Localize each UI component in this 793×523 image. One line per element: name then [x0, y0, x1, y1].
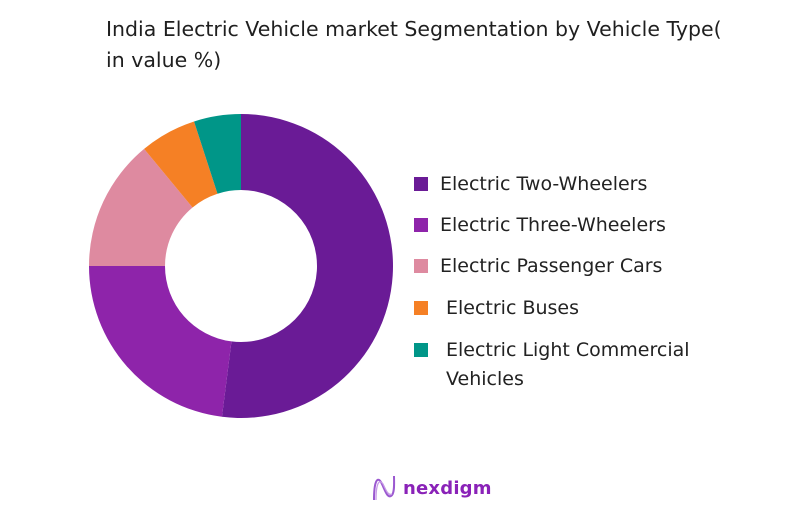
- logo-text: nexdigm: [403, 477, 492, 499]
- donut-slice-electric-two-wheelers: [221, 114, 394, 418]
- legend-swatch: [414, 301, 428, 315]
- legend-label: Electric Three-Wheelers: [440, 214, 666, 236]
- donut-slice-electric-three-wheelers: [89, 266, 232, 417]
- chart-title: India Electric Vehicle market Segmentati…: [106, 17, 722, 72]
- nexdigm-logo: nexdigm: [371, 474, 492, 502]
- legend-label: Electric Light Commercial Vehicles: [446, 339, 690, 390]
- donut-slice-electric-passenger-cars: [89, 148, 193, 266]
- donut-slice-electric-buses: [144, 121, 218, 208]
- legend-swatch: [414, 218, 428, 232]
- legend-label: Electric Passenger Cars: [440, 255, 663, 277]
- donut-slice-electric-light-commercial-vehicles: [194, 114, 241, 194]
- legend-swatch: [414, 177, 428, 191]
- legend-label: Electric Two-Wheelers: [440, 173, 648, 195]
- wave-n-logo-icon: [373, 475, 396, 501]
- legend-swatch: [414, 343, 428, 357]
- legend-swatch: [414, 259, 428, 273]
- legend-label: Electric Buses: [446, 297, 580, 319]
